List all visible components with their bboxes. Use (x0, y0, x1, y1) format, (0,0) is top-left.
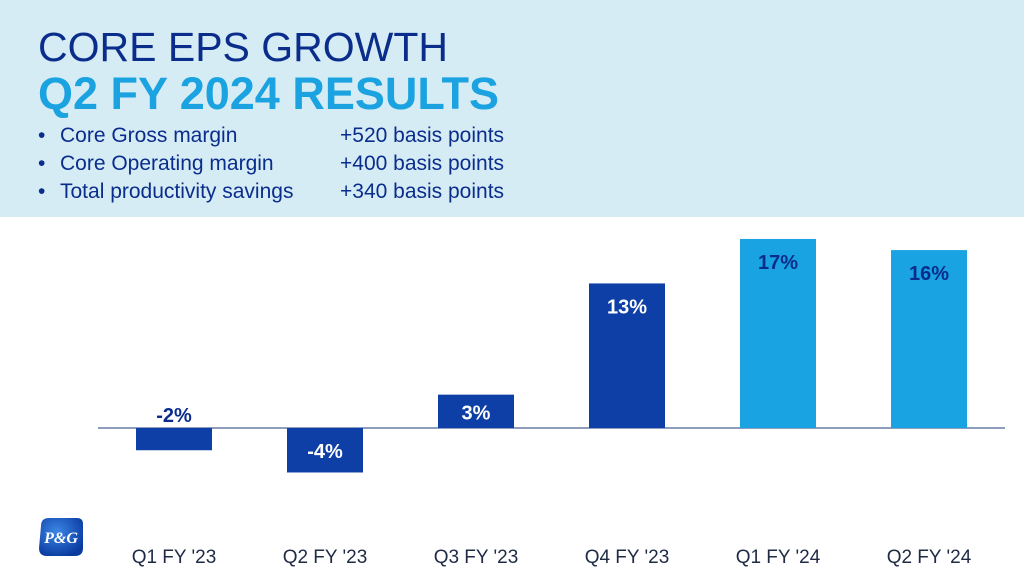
bullet-label: Total productivity savings (60, 180, 294, 203)
page-title: CORE EPS GROWTH (38, 24, 449, 70)
x-tick-label: Q1 FY '23 (132, 547, 217, 568)
data-label: 13% (607, 296, 647, 318)
bullet-value: +520 basis points (340, 124, 505, 147)
bullet-dot-icon: • (38, 124, 46, 147)
bar (891, 250, 967, 428)
pg-logo: P&G (39, 518, 83, 556)
x-tick-label: Q2 FY '23 (283, 547, 368, 568)
bullet-list: • Core Gross margin +520 basis points • … (38, 122, 504, 206)
bullet-dot-icon: • (38, 180, 46, 203)
x-tick-label: Q2 FY '24 (887, 547, 972, 568)
data-label: -4% (307, 441, 343, 463)
logo-shape (39, 518, 83, 556)
x-tick-label: Q3 FY '23 (434, 547, 519, 568)
data-label: -2% (156, 405, 192, 427)
bullet-label: Core Operating margin (60, 152, 274, 175)
bullet-value: +340 basis points (340, 180, 505, 203)
bullet-item: • Total productivity savings +340 basis … (38, 178, 504, 206)
logo-text: P&G (43, 530, 78, 547)
header-band (0, 0, 1024, 217)
bullet-label: Core Gross margin (60, 124, 238, 147)
bullet-item: • Core Operating margin +400 basis point… (38, 150, 504, 178)
bar (740, 238, 816, 428)
data-label: 17% (758, 252, 798, 274)
bar (287, 428, 363, 473)
eps-growth-bar-chart: -2% Q1 FY '23 -4% Q2 FY '23 3% Q3 FY '23 13% Q4… (98, 238, 1005, 568)
bar (438, 394, 514, 428)
data-label: 3% (462, 402, 491, 424)
bar (136, 428, 212, 451)
data-label: 16% (909, 263, 949, 285)
x-tick-label: Q4 FY '23 (585, 547, 670, 568)
x-tick-label: Q1 FY '24 (736, 547, 821, 568)
bullet-value: +400 basis points (340, 152, 505, 175)
page-subtitle: Q2 FY 2024 RESULTS (38, 68, 500, 119)
bullet-item: • Core Gross margin +520 basis points (38, 122, 504, 150)
bullet-dot-icon: • (38, 152, 46, 175)
bar (589, 283, 665, 428)
